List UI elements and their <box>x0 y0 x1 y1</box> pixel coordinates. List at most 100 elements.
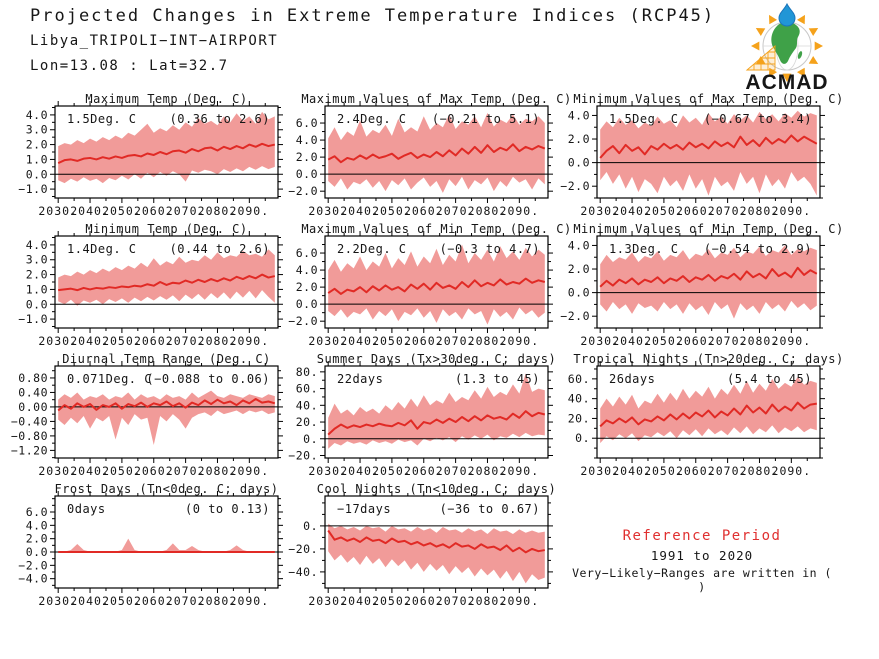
very-likely-range-annotation: (1.3 to 45) <box>455 372 540 386</box>
x-tick-label: 2050. <box>372 204 412 218</box>
chart-minimum-values-of-max-temp: 2030.2040.2050.2060.2070.2080.2090. 4.0 2.… <box>560 92 843 218</box>
acmad-logo: ACMAD <box>745 2 828 94</box>
x-tick-label: 2030. <box>308 334 348 348</box>
x-tick-label: 2040. <box>340 204 380 218</box>
x-tick-label: 2040. <box>70 464 110 478</box>
x-tick-label: 2060. <box>404 204 444 218</box>
y-tick-label: 2.0 <box>568 262 590 276</box>
reference-period-years: 1991 to 2020 <box>650 548 754 563</box>
ensemble-mean-line <box>327 529 545 554</box>
x-tick-label: 2050. <box>644 204 684 218</box>
chart-maximum-values-of-min-temp: 2030.2040.2050.2060.2070.2080.2090. 6.0 4.… <box>288 222 571 348</box>
median-change-annotation: 2.4Deg. C <box>337 112 407 126</box>
y-tick-label: 4.0 <box>568 108 590 122</box>
y-tick-label: 4.0 <box>296 133 318 147</box>
x-tick-label: 2030. <box>308 204 348 218</box>
y-tick-label: −20. <box>288 448 318 462</box>
very-likely-range-annotation: (0.36 to 2.6) <box>170 112 270 126</box>
x-tick-label: 2090. <box>500 204 540 218</box>
chart-title: Minimum Temp (Deg. C) <box>85 222 247 236</box>
ensemble-mean-line <box>57 142 276 165</box>
plot-frame <box>596 105 821 199</box>
x-tick-label: 2060. <box>134 334 174 348</box>
x-tick-label: 2080. <box>740 334 780 348</box>
ensemble-mean-line <box>327 410 546 436</box>
y-tick-label: 40. <box>568 392 590 406</box>
x-tick-label: 2090. <box>500 464 540 478</box>
very-likely-range-annotation: (0 to 0.13) <box>185 502 270 516</box>
y-tick-label: 3.0 <box>26 123 48 137</box>
y-tick-label: 40. <box>296 398 318 412</box>
x-tick-label: 2070. <box>708 204 748 218</box>
very-likely-range-annotation: (5.4 to 45) <box>727 372 812 386</box>
chart-title: Maximum Values of Max Temp (Deg. C) <box>301 92 571 106</box>
plot-frame <box>54 365 279 459</box>
very-likely-range-annotation: (0.44 to 2.6) <box>170 242 270 256</box>
very-likely-range-annotation: (−0.3 to 4.7) <box>440 242 540 256</box>
hatched-net-icon <box>745 45 776 71</box>
y-tick-label: 20. <box>568 411 590 425</box>
x-tick-label: 2080. <box>468 594 508 608</box>
madagascar-icon <box>797 51 803 59</box>
x-tick-label: 2030. <box>580 204 620 218</box>
median-change-annotation: 1.5Deg. C <box>609 112 679 126</box>
page-title: Projected Changes in Extreme Temperature… <box>30 6 716 26</box>
median-change-annotation: 1.4Deg. C <box>67 242 137 256</box>
y-tick-label: 2.0 <box>296 150 318 164</box>
plot-frame <box>324 235 549 329</box>
x-tick-label: 2060. <box>404 334 444 348</box>
x-tick-label: 2060. <box>134 594 174 608</box>
x-tick-label: 2040. <box>612 464 652 478</box>
x-tick-label: 2070. <box>436 204 476 218</box>
x-tick-label: 2080. <box>198 464 238 478</box>
y-tick-label: −2.0 <box>288 184 318 198</box>
x-tick-label: 2060. <box>134 204 174 218</box>
x-tick-label: 2050. <box>102 464 142 478</box>
y-tick-label: 4.0 <box>26 108 48 122</box>
uncertainty-band <box>58 249 275 306</box>
x-tick-label: 2090. <box>772 464 812 478</box>
x-tick-label: 2050. <box>372 594 412 608</box>
x-tick-label: 2030. <box>580 464 620 478</box>
reference-period-block: Reference Period 1991 to 2020 Very−Likel… <box>572 528 832 594</box>
x-tick-label: 2060. <box>404 464 444 478</box>
lon-lat-coords: Lon=13.08 : Lat=32.7 <box>30 58 229 74</box>
chart-title: Minimum Values of Max Temp (Deg. C) <box>573 92 843 106</box>
x-tick-label: 2050. <box>372 334 412 348</box>
median-change-annotation: 22days <box>337 372 383 386</box>
x-tick-label: 2080. <box>198 334 238 348</box>
x-tick-label: 2040. <box>340 334 380 348</box>
y-tick-label: −2.0 <box>560 309 590 323</box>
chart-title: Tropical Nights (Tn>20deg. C; days) <box>573 352 843 366</box>
water-drop-icon <box>778 2 796 27</box>
y-tick-label: 60. <box>568 372 590 386</box>
y-tick-label: 4.0 <box>568 238 590 252</box>
x-tick-label: 2050. <box>644 464 684 478</box>
reference-period-heading: Reference Period <box>622 528 782 544</box>
x-tick-label: 2060. <box>134 464 174 478</box>
very-likely-range-annotation: (−0.21 to 5.1) <box>432 112 540 126</box>
very-likely-range-annotation: (−0.54 to 2.9) <box>704 242 812 256</box>
y-tick-label: 0. <box>575 431 590 445</box>
y-tick-label: −2.0 <box>18 558 48 572</box>
x-tick-label: 2040. <box>70 594 110 608</box>
x-tick-label: 2090. <box>500 334 540 348</box>
median-change-annotation: 26days <box>609 372 655 386</box>
x-tick-label: 2030. <box>308 594 348 608</box>
y-tick-label: 0.0 <box>26 167 48 181</box>
chart-title: Frost Days (Tn<0deg. C; days) <box>54 482 278 496</box>
y-tick-label: 0.0 <box>26 545 48 559</box>
plot-frame <box>596 365 821 459</box>
x-tick-label: 2050. <box>102 334 142 348</box>
y-tick-label: −2.0 <box>560 179 590 193</box>
y-tick-label: 2.0 <box>26 138 48 152</box>
ensemble-mean-line <box>599 401 817 428</box>
y-tick-label: 0.00 <box>18 400 48 414</box>
x-tick-label: 2050. <box>102 594 142 608</box>
x-tick-label: 2030. <box>580 334 620 348</box>
plot-frame <box>324 365 549 459</box>
ensemble-mean-line <box>599 266 818 288</box>
x-tick-label: 2070. <box>436 334 476 348</box>
x-tick-label: 2060. <box>676 204 716 218</box>
y-tick-label: 2.0 <box>26 532 48 546</box>
